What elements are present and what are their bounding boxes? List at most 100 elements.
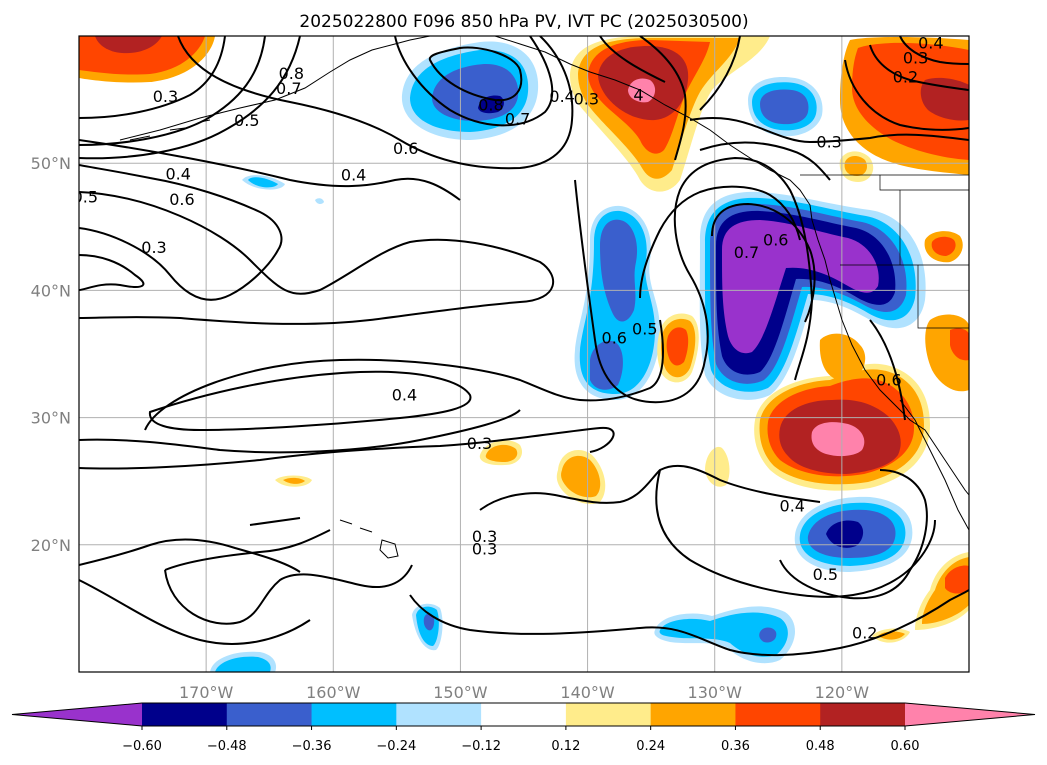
pv-contour xyxy=(844,59,969,131)
longitude-tick-labels: 170°W 160°W 150°W 140°W 130°W 120°W xyxy=(179,683,869,702)
colorbar-tick-label: 0.48 xyxy=(806,739,835,754)
pv-contour xyxy=(869,319,906,421)
pv-contour xyxy=(655,469,936,598)
contour-label: 0.7 xyxy=(734,243,759,262)
contour-label: 0.7 xyxy=(276,79,301,98)
colorbar-segment xyxy=(481,703,567,726)
pv-contour xyxy=(79,36,301,160)
colorbar-tick-label: −0.12 xyxy=(461,739,501,754)
pv-contour xyxy=(711,202,816,323)
pv-contour xyxy=(479,464,821,511)
contour-label: 0.3 xyxy=(153,87,178,106)
shade-cold-tiny-3 xyxy=(315,198,324,205)
border-states xyxy=(840,190,969,329)
pv-contour xyxy=(794,299,813,381)
pv-contour xyxy=(177,36,574,170)
contour-label: 0.4 xyxy=(549,87,574,106)
colorbar-extend-high xyxy=(905,703,1035,726)
pv-contour xyxy=(779,469,928,600)
pv-contour xyxy=(394,36,554,127)
lon-tick-label: 120°W xyxy=(815,683,870,702)
contour-label: 0.3 xyxy=(472,527,497,546)
contour-label: 0.5 xyxy=(632,320,657,339)
contour-label: 0.2 xyxy=(852,624,877,643)
pv-contour xyxy=(639,185,801,299)
lon-tick-label: 170°W xyxy=(179,683,234,702)
shade-cold-strip-3 xyxy=(600,219,638,322)
coastline-baja xyxy=(899,399,969,531)
shade-warm-se-5 xyxy=(878,631,905,640)
colorbar-tick-label: −0.60 xyxy=(122,739,162,754)
pv-contour xyxy=(409,589,969,657)
contour-label: 0.3 xyxy=(467,434,492,453)
contour-label: 0.6 xyxy=(602,328,627,347)
shade-cold-south-4 xyxy=(826,520,864,548)
pv-contour xyxy=(79,254,145,291)
lat-tick-label: 50°N xyxy=(31,154,71,173)
lat-tick-label: 30°N xyxy=(31,409,71,428)
pv-contour xyxy=(899,36,969,65)
pv-contour xyxy=(79,36,266,146)
contour-label: 0.4 xyxy=(780,496,805,515)
contour-label: 0.6 xyxy=(393,139,418,158)
contour-label: 0.3 xyxy=(816,133,841,152)
pv-contour xyxy=(639,36,687,161)
contour-label: 0.4 xyxy=(918,33,943,52)
pv-contour xyxy=(148,370,472,432)
island-hawaii-1 xyxy=(339,519,373,533)
pv-contour xyxy=(869,44,969,91)
shade-cold-small-ne-3 xyxy=(760,89,809,125)
pv-contour xyxy=(699,141,831,181)
shade-warm-east-edge-2 xyxy=(950,328,969,361)
contour-label: 0.5 xyxy=(73,187,98,206)
shade-warm-small-3b xyxy=(283,477,305,484)
colorbar-tick-label: 0.24 xyxy=(636,739,665,754)
shade-warm-small-east-2 xyxy=(931,236,956,256)
colorbar-segment xyxy=(565,703,652,726)
lon-tick-label: 140°W xyxy=(560,683,615,702)
contour-label: 0.6 xyxy=(876,370,901,389)
colorbar-extend-low xyxy=(12,703,142,726)
colorbar-tick-label: −0.36 xyxy=(292,739,332,754)
colorbar-tick-label: 0.60 xyxy=(891,739,920,754)
coastline-alaska-gulf xyxy=(494,36,813,221)
colorbar-segment xyxy=(311,703,397,726)
contour-label: 4 xyxy=(633,86,643,105)
gridlines xyxy=(79,36,969,672)
lat-tick-label: 20°N xyxy=(31,536,71,555)
contour-label: 0.2 xyxy=(893,68,918,87)
pv-contour xyxy=(79,517,301,573)
latitude-tick-labels: 20°N 30°N 40°N 50°N xyxy=(31,154,71,555)
contour-label: 0.3 xyxy=(574,89,599,108)
pv-contours xyxy=(79,36,969,657)
pv-contour xyxy=(599,36,666,83)
colorbar-segment xyxy=(650,703,736,726)
shade-warm-small-1b xyxy=(485,444,518,462)
shade-cold-east-5 xyxy=(722,220,879,354)
coastline-west-us xyxy=(811,219,969,496)
pv-contour xyxy=(144,319,664,431)
shade-warm-se-3 xyxy=(945,565,969,594)
contour-label: 0.8 xyxy=(478,96,503,115)
pv-contour xyxy=(79,139,461,201)
pv-contour xyxy=(428,46,523,102)
lat-tick-label: 40°N xyxy=(31,281,71,300)
pv-contour xyxy=(164,529,413,625)
contour-label: 0.6 xyxy=(169,190,194,209)
island-hawaii-2 xyxy=(379,539,399,559)
map-title: 2025022800 F096 850 hPa PV, IVT PC (2025… xyxy=(299,12,748,32)
colorbar-tick-label: −0.24 xyxy=(376,739,416,754)
shade-cold-strip-4 xyxy=(590,340,623,390)
coastlines xyxy=(119,36,969,559)
shade-cold-bottom-3b xyxy=(215,656,271,672)
contour-label: 0.3 xyxy=(141,238,166,257)
contour-label: 0.5 xyxy=(234,111,259,130)
colorbar-tick-label: 0.12 xyxy=(551,739,580,754)
shade-cold-tiny-2 xyxy=(248,177,278,188)
map-frame xyxy=(78,35,970,673)
pv-contour xyxy=(574,156,813,404)
shade-cold-bottom-1c xyxy=(759,627,777,643)
contour-label: 0.3 xyxy=(903,49,928,68)
pv-contour xyxy=(79,36,226,119)
colorbar-segment xyxy=(226,703,313,726)
